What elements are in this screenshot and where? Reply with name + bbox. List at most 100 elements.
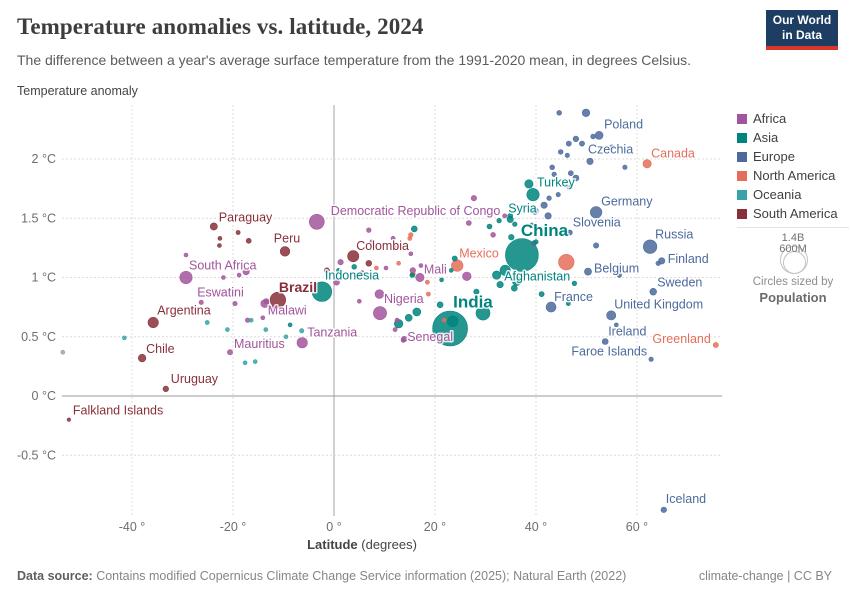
data-point[interactable] [418,263,424,268]
data-point[interactable] [374,289,385,299]
data-point[interactable] [60,349,66,355]
data-point[interactable] [462,271,472,281]
data-point[interactable] [355,272,361,278]
data-point-brazil[interactable] [269,291,287,309]
data-point-russia[interactable] [642,239,658,254]
data-point[interactable] [221,275,226,280]
data-point-afghanistan[interactable] [499,264,511,276]
data-point[interactable] [441,317,447,323]
legend-item-asia[interactable]: Asia [737,128,838,147]
data-point[interactable] [383,265,389,271]
data-point[interactable] [508,234,515,241]
data-point[interactable] [590,133,596,140]
data-point[interactable] [567,170,574,176]
data-point-tanzania[interactable] [296,337,308,349]
data-point[interactable] [533,239,539,245]
data-point[interactable] [581,108,591,117]
data-point[interactable] [496,281,504,289]
data-point[interactable] [217,243,222,248]
data-point[interactable] [236,272,242,278]
data-point[interactable] [511,276,522,286]
data-point[interactable] [465,220,472,226]
data-point[interactable] [299,328,305,334]
data-point[interactable] [400,337,406,343]
data-point[interactable] [538,291,545,297]
data-point[interactable] [496,218,502,224]
data-point[interactable] [555,192,561,198]
data-point-paraguay[interactable] [209,222,218,231]
data-point[interactable] [447,315,459,327]
data-point[interactable] [502,213,508,219]
data-point-china[interactable] [505,238,539,272]
data-point[interactable] [572,135,580,142]
data-point[interactable] [436,301,444,309]
data-point[interactable] [374,265,379,271]
data-point[interactable] [564,152,570,158]
data-point-india[interactable] [432,310,468,347]
data-point[interactable] [572,174,580,182]
data-point-eswatini[interactable] [198,299,204,305]
legend-item-north-america[interactable]: North America [737,166,838,185]
data-point[interactable] [242,268,250,276]
data-point[interactable] [425,291,431,297]
data-point[interactable] [260,315,266,321]
data-point[interactable] [557,149,564,155]
legend-item-europe[interactable]: Europe [737,147,838,166]
data-point[interactable] [544,212,552,220]
data-point[interactable] [410,225,418,233]
data-point[interactable] [470,195,477,202]
data-point[interactable] [407,235,413,241]
legend-item-oceania[interactable]: Oceania [737,185,838,204]
data-point-argentina[interactable] [147,316,159,328]
data-point[interactable] [394,317,400,323]
data-point[interactable] [356,298,362,304]
data-point[interactable] [269,305,276,311]
data-point-mali[interactable] [415,272,425,282]
data-point-peru[interactable] [279,246,291,257]
data-point-chile[interactable] [138,354,147,363]
data-point[interactable] [323,267,330,274]
data-point-turkey[interactable] [526,188,540,202]
data-point[interactable] [263,298,270,305]
data-point[interactable] [333,278,340,286]
data-point[interactable] [204,320,210,325]
data-point[interactable] [248,317,254,323]
data-point-greenland[interactable] [712,342,719,348]
data-point-france[interactable] [545,301,557,313]
data-point[interactable] [531,207,539,215]
data-point[interactable] [616,272,622,278]
data-point[interactable] [486,223,493,230]
data-point-belgium[interactable] [584,267,592,276]
data-point[interactable] [404,313,413,322]
data-point[interactable] [337,259,344,266]
data-point[interactable] [122,335,127,341]
data-point[interactable] [235,230,241,235]
data-point[interactable] [546,195,552,201]
data-point[interactable] [558,254,575,271]
data-point-mauritius[interactable] [227,349,233,356]
data-point[interactable] [252,359,258,364]
data-point[interactable] [365,260,372,267]
data-point[interactable] [507,213,514,219]
data-point[interactable] [565,140,572,147]
data-point[interactable] [408,251,414,257]
data-point[interactable] [609,144,615,150]
data-point-faroe-islands[interactable] [648,356,654,362]
data-point[interactable] [475,305,491,321]
data-point[interactable] [351,264,357,270]
data-point[interactable] [622,164,628,170]
data-point-democratic-republic-of-congo[interactable] [308,214,325,230]
data-point-poland[interactable] [594,131,604,140]
data-point[interactable] [183,252,189,258]
data-point[interactable] [245,238,252,244]
data-point-czechia[interactable] [586,157,594,165]
data-point-ireland[interactable] [601,338,609,345]
data-point[interactable] [412,307,422,317]
data-point[interactable] [551,171,557,177]
data-point[interactable] [409,272,415,278]
data-point[interactable] [448,268,454,273]
data-point-canada[interactable] [642,159,652,169]
data-point[interactable] [593,242,600,249]
data-point-nigeria[interactable] [373,306,387,320]
data-point[interactable] [336,268,341,273]
